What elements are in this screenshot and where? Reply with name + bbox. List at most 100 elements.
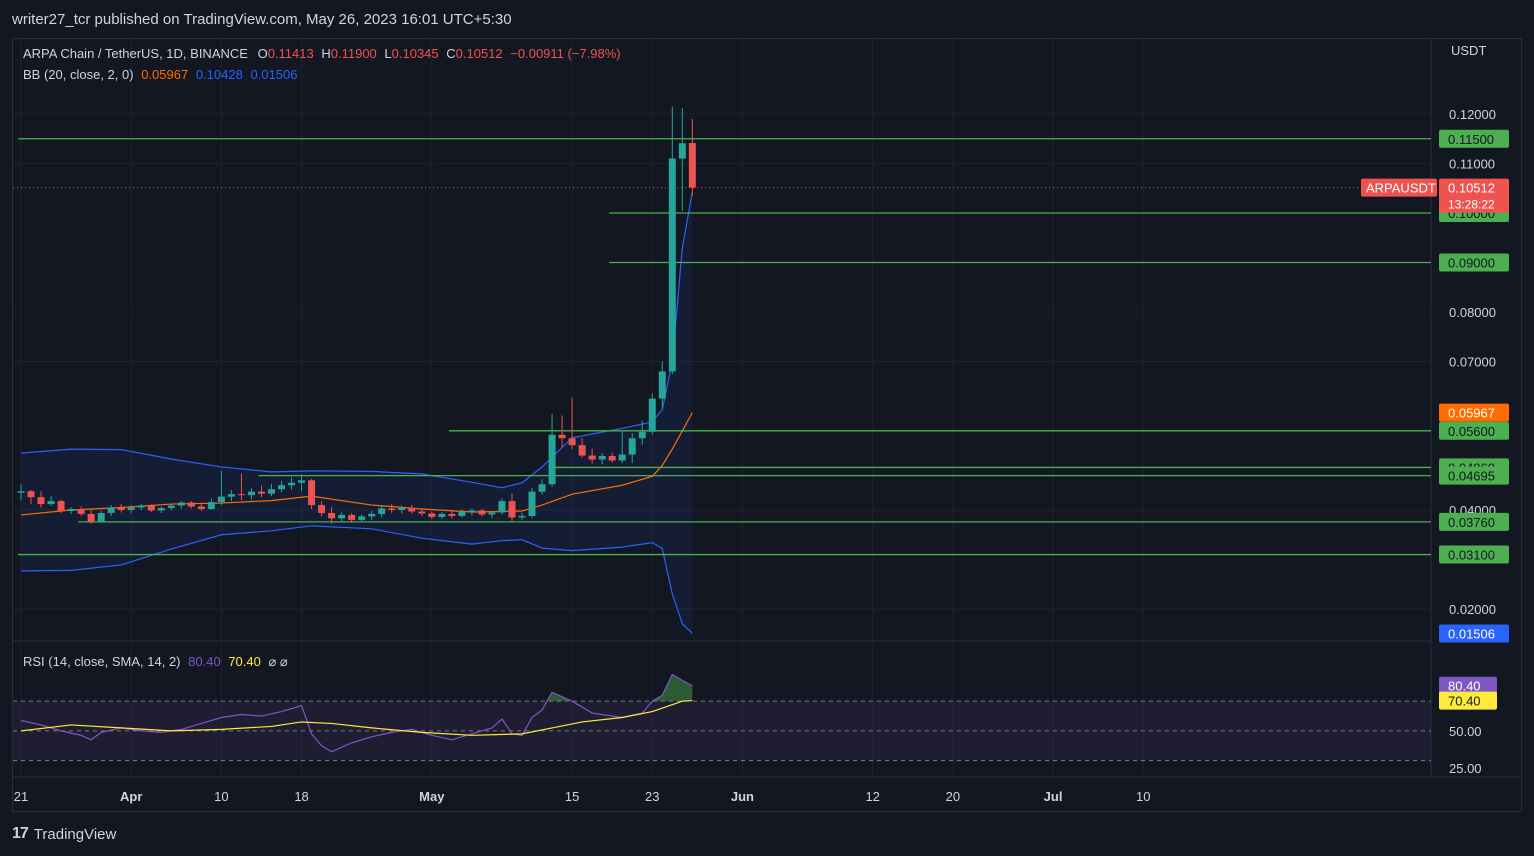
level-badge-0.11500-bg <box>1439 129 1509 148</box>
candle-body-53 <box>548 434 556 485</box>
high-label: H <box>321 46 331 61</box>
candle-body-26 <box>278 485 286 490</box>
bb-upper-value: 0.10428 <box>195 67 243 82</box>
price-tick-4: 0.11000 <box>1449 157 1495 172</box>
price-axis[interactable]: 0.020000.040000.070000.080000.110000.120… <box>1361 107 1509 776</box>
level-badge-0.11500-text: 0.11500 <box>1448 132 1494 147</box>
time-tick-Jun: Jun <box>731 789 754 804</box>
symbol-tag-bg <box>1361 178 1437 197</box>
candle-body-34 <box>358 516 366 520</box>
candles <box>17 106 696 524</box>
rsi-sma-value: 70.40 <box>228 654 261 669</box>
bb-legend: BB (20, close, 2, 0) 0.05967 0.10428 0.0… <box>23 67 297 82</box>
level-badge-0.03100-bg <box>1439 545 1509 564</box>
candle-body-31 <box>328 512 336 519</box>
bb-basis-value: 0.05967 <box>141 67 189 82</box>
level-badge-0.05600-bg <box>1439 421 1509 440</box>
candle-body-28 <box>298 480 306 483</box>
bb-lower-value: 0.01506 <box>250 67 298 82</box>
candle-body-32 <box>338 514 346 519</box>
candle-body-48 <box>498 501 506 513</box>
candle-body-59 <box>608 456 616 461</box>
level-badge-0.03760-bg <box>1439 512 1509 531</box>
candle-body-9 <box>107 507 115 513</box>
rsi-tick-0: 25.00 <box>1449 761 1482 776</box>
time-tick-10: 10 <box>1136 789 1150 804</box>
current-price-text: 0.10512 <box>1448 181 1495 196</box>
candle-body-52 <box>538 484 546 492</box>
candle-body-19 <box>207 502 215 510</box>
candle-body-63 <box>648 398 656 432</box>
rsi-badge-text: 80.40 <box>1448 679 1481 694</box>
bb-upper-line <box>20 191 693 489</box>
candle-body-44 <box>458 511 466 516</box>
rsi-pane <box>13 673 1431 762</box>
level-badge-0.04695-bg <box>1439 466 1509 485</box>
price-tick-5: 0.12000 <box>1449 107 1496 122</box>
bollinger-bands <box>20 191 693 634</box>
candle-body-24 <box>257 491 265 494</box>
countdown-text: 13:28:22 <box>1448 198 1495 212</box>
tv-logo-icon: 17 <box>12 825 29 842</box>
candle-body-35 <box>368 513 376 517</box>
candle-body-14 <box>157 508 165 511</box>
candle-body-62 <box>638 431 646 439</box>
candle-body-25 <box>268 489 275 494</box>
candle-body-67 <box>688 143 696 188</box>
candle-body-36 <box>378 508 386 514</box>
time-tick-18: 18 <box>294 789 308 804</box>
rsi-label[interactable]: RSI (14, close, SMA, 14, 2) <box>23 654 181 669</box>
candle-body-66 <box>678 143 686 159</box>
bb-fill <box>21 191 693 634</box>
candle-body-10 <box>117 507 125 510</box>
candle-body-51 <box>528 491 536 516</box>
low-label: L <box>384 46 392 61</box>
rsi-tick-1: 50.00 <box>1449 724 1482 739</box>
candle-body-54 <box>558 434 566 439</box>
candle-body-49 <box>508 501 516 518</box>
candle-body-4 <box>57 501 65 511</box>
bb-label[interactable]: BB (20, close, 2, 0) <box>23 67 134 82</box>
time-axis[interactable]: 21 Apr 10 18 May 15 23 Jun 12 20 Jul 10 <box>14 789 1151 804</box>
level-badge-0.05600-text: 0.05600 <box>1448 424 1495 439</box>
candle-body-57 <box>588 455 596 460</box>
candle-body-37 <box>388 508 396 510</box>
candle-body-45 <box>468 510 476 512</box>
rsi-sma-line <box>20 699 693 736</box>
price-tick-3: 0.08000 <box>1449 305 1496 320</box>
time-tick-Apr: Apr <box>120 789 142 804</box>
currency-label: USDT <box>1451 43 1487 58</box>
price-tick-0: 0.02000 <box>1449 602 1496 617</box>
symbol-title[interactable]: ARPA Chain / TetherUS, 1D, BINANCE <box>23 46 248 61</box>
publish-header: writer27_tcr published on TradingView.co… <box>0 0 1534 38</box>
candle-body-50 <box>518 515 526 518</box>
chart-canvas[interactable]: 0.020000.040000.070000.080000.110000.120… <box>13 39 1521 811</box>
time-tick-23: 23 <box>645 789 659 804</box>
candle-body-2 <box>37 497 45 505</box>
chart-frame[interactable]: 0.02000 0.04000 0.07000 0.08000 0.11000 0.120… <box>12 38 1522 812</box>
candle-body-21 <box>227 494 235 497</box>
candle-body-18 <box>197 506 205 510</box>
candle-body-38 <box>398 508 406 510</box>
candle-body-0 <box>17 491 25 493</box>
candle-body-16 <box>177 502 185 506</box>
rsi-sma-badge-bg <box>1439 691 1497 710</box>
horizontal-levels[interactable] <box>13 138 1431 556</box>
level-badge-0.03100-text: 0.03100 <box>1448 548 1495 563</box>
candle-body-17 <box>187 502 195 507</box>
rsi-band-fill <box>13 701 1431 761</box>
candle-body-12 <box>137 505 145 508</box>
candle-body-3 <box>47 501 55 505</box>
bb-lower-line <box>20 525 693 634</box>
candle-body-65 <box>668 158 676 372</box>
candle-body-64 <box>658 371 666 399</box>
candle-body-42 <box>438 513 446 517</box>
candle-body-13 <box>147 505 155 511</box>
level-badge-0.09000-text: 0.09000 <box>1448 256 1495 271</box>
candle-body-55 <box>568 438 576 446</box>
candle-body-56 <box>578 445 586 456</box>
candle-body-22 <box>237 494 245 496</box>
tradingview-logo[interactable]: 17 TradingView <box>12 825 116 843</box>
open-value: 0.11413 <box>267 46 314 61</box>
candle-body-27 <box>288 482 296 486</box>
